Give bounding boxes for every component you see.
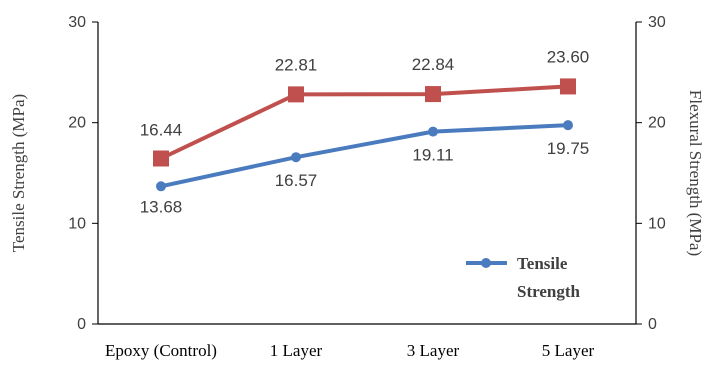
axis-ticks: 0 10 20 30 0 10 20 30 Epoxy (Control) 1 Layer 3 La…	[68, 14, 666, 360]
data-label-tensile: 13.68	[140, 197, 183, 216]
data-label-flexural: 22.81	[275, 55, 318, 74]
data-point-tensile	[291, 152, 301, 163]
left-tick-label: 30	[68, 14, 86, 31]
right-tick-label: 20	[648, 115, 666, 132]
x-tick-label: 1 Layer	[270, 341, 323, 360]
data-point-tensile	[428, 126, 438, 137]
data-label-tensile: 19.75	[547, 139, 590, 158]
legend-label-line1: Tensile	[517, 254, 568, 273]
right-axis-title: Flexural Strength (MPa)	[686, 90, 705, 256]
left-axis-title: Tensile Strength (MPa)	[9, 94, 28, 252]
legend-marker-tensile	[481, 258, 491, 268]
data-label-flexural: 16.44	[140, 121, 183, 140]
series-line-tensile	[160, 123, 569, 189]
right-tick-label: 30	[648, 14, 666, 31]
data-point-flexural	[560, 78, 576, 95]
data-point-flexural	[153, 150, 169, 167]
left-tick-label: 10	[68, 215, 86, 232]
data-label-tensile: 16.57	[275, 171, 318, 190]
x-tick-label: 5 Layer	[542, 341, 595, 360]
data-point-tensile	[563, 120, 573, 131]
right-tick-label: 0	[648, 316, 657, 333]
left-tick-label: 0	[77, 316, 86, 333]
left-tick-label: 20	[68, 115, 86, 132]
data-label-flexural: 22.84	[412, 55, 455, 74]
data-point-flexural	[288, 86, 304, 103]
data-point-tensile	[156, 181, 166, 192]
legend: Tensile Strength	[466, 254, 581, 301]
data-label-flexural: 23.60	[547, 47, 590, 66]
x-tick-label: 3 Layer	[407, 341, 460, 360]
x-tick-label: Epoxy (Control)	[105, 341, 217, 360]
right-tick-label: 10	[648, 215, 666, 232]
data-point-flexural	[425, 86, 441, 103]
data-label-tensile: 19.11	[412, 146, 453, 165]
plot-area: 13.68 16.57 19.11 19.75 16.44 22.81 22.84 23.60	[140, 47, 590, 216]
series-line-flexural	[160, 84, 569, 161]
legend-label-line2: Strength	[517, 282, 581, 301]
